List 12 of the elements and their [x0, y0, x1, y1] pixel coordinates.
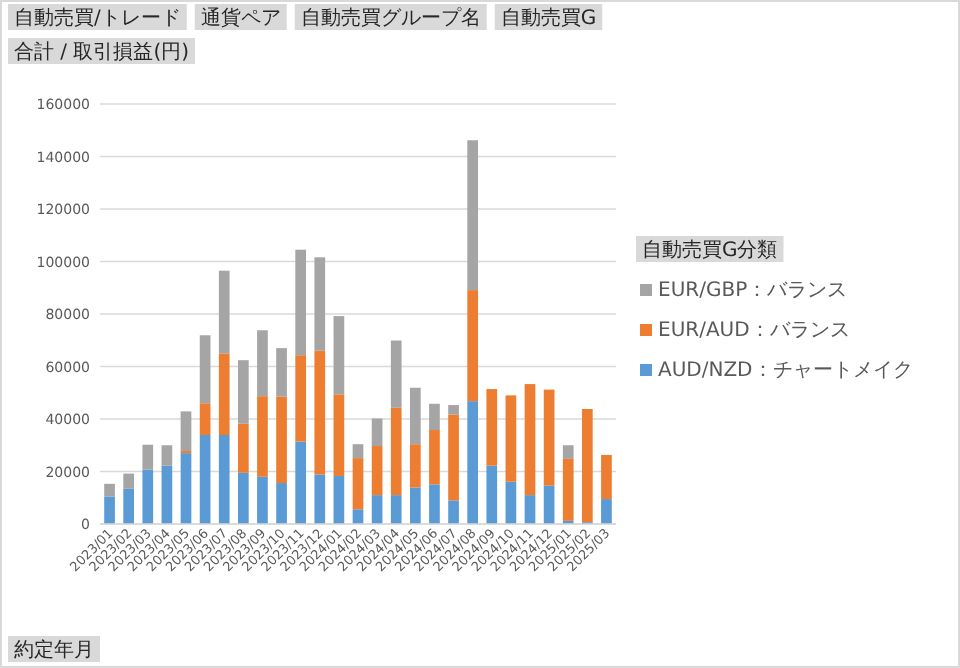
- annotation: 自動売買G: [494, 4, 603, 30]
- annotation: 通貨ペア: [194, 4, 287, 30]
- legend-label: EUR/GBP：バランス: [658, 280, 848, 302]
- annotation: 自動売買グループ名: [294, 4, 487, 30]
- legend-label: EUR/AUD：バランス: [658, 320, 850, 342]
- x-axis-title: 約定年月: [14, 638, 94, 662]
- legend-label: AUD/NZD：チャートメイク: [658, 360, 913, 382]
- legend-title: 自動売買G分類: [642, 238, 778, 262]
- annotation: 自動売買/トレード: [8, 4, 187, 30]
- legend-title: 自動売買G分類: [636, 236, 784, 262]
- xlabel: 約定年月: [8, 636, 100, 662]
- ylabel: 合計 / 取引損益(円): [8, 38, 196, 64]
